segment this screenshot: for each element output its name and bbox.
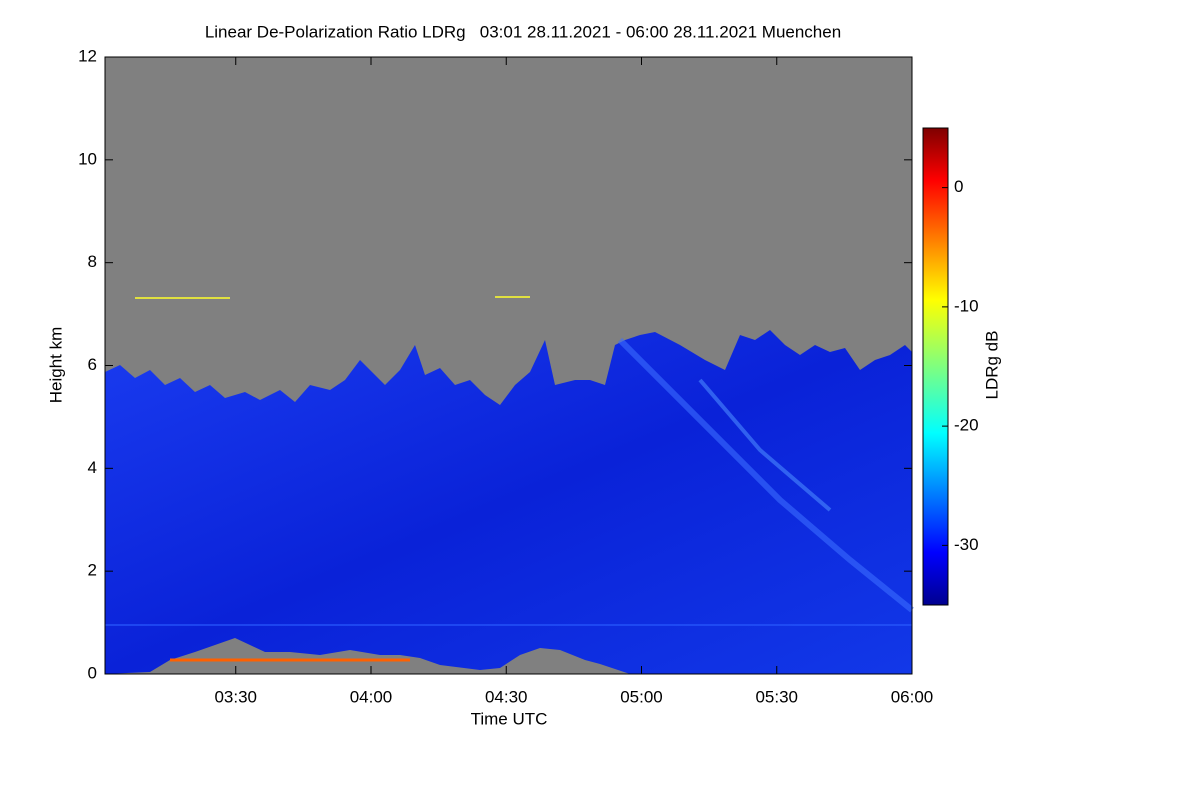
y-tick-label: 4 [88, 458, 97, 477]
streak [698, 378, 832, 512]
x-tick-label: 06:00 [891, 687, 934, 706]
colorbar-tick-label: -30 [954, 535, 979, 554]
x-axis-label: Time UTC [471, 709, 548, 728]
y-tick-label: 0 [88, 663, 97, 682]
colorbar-tick-label: 0 [954, 177, 963, 196]
x-tick-label: 04:30 [485, 687, 528, 706]
y-tick-label: 8 [88, 252, 97, 271]
streak [617, 337, 914, 613]
field [105, 57, 914, 674]
cloud-region [105, 330, 912, 674]
y-tick-label: 2 [88, 561, 97, 580]
colorbar [922, 127, 949, 606]
x-tick-label: 04:00 [350, 687, 393, 706]
y-tick-label: 10 [78, 149, 97, 168]
chart-title: Linear De-Polarization Ratio LDRg 03:01 … [205, 22, 841, 41]
colorbar-tick-label: -20 [954, 416, 979, 435]
colorbar-label: LDRg dB [982, 331, 1001, 400]
x-tick-label: 05:00 [620, 687, 663, 706]
colorbar-tick-label: -10 [954, 296, 979, 315]
x-tick-label: 03:30 [214, 687, 257, 706]
y-axis-label: Height km [46, 327, 65, 404]
y-tick-label: 12 [78, 46, 97, 65]
x-tick-label: 05:30 [755, 687, 798, 706]
y-tick-label: 6 [88, 355, 97, 374]
